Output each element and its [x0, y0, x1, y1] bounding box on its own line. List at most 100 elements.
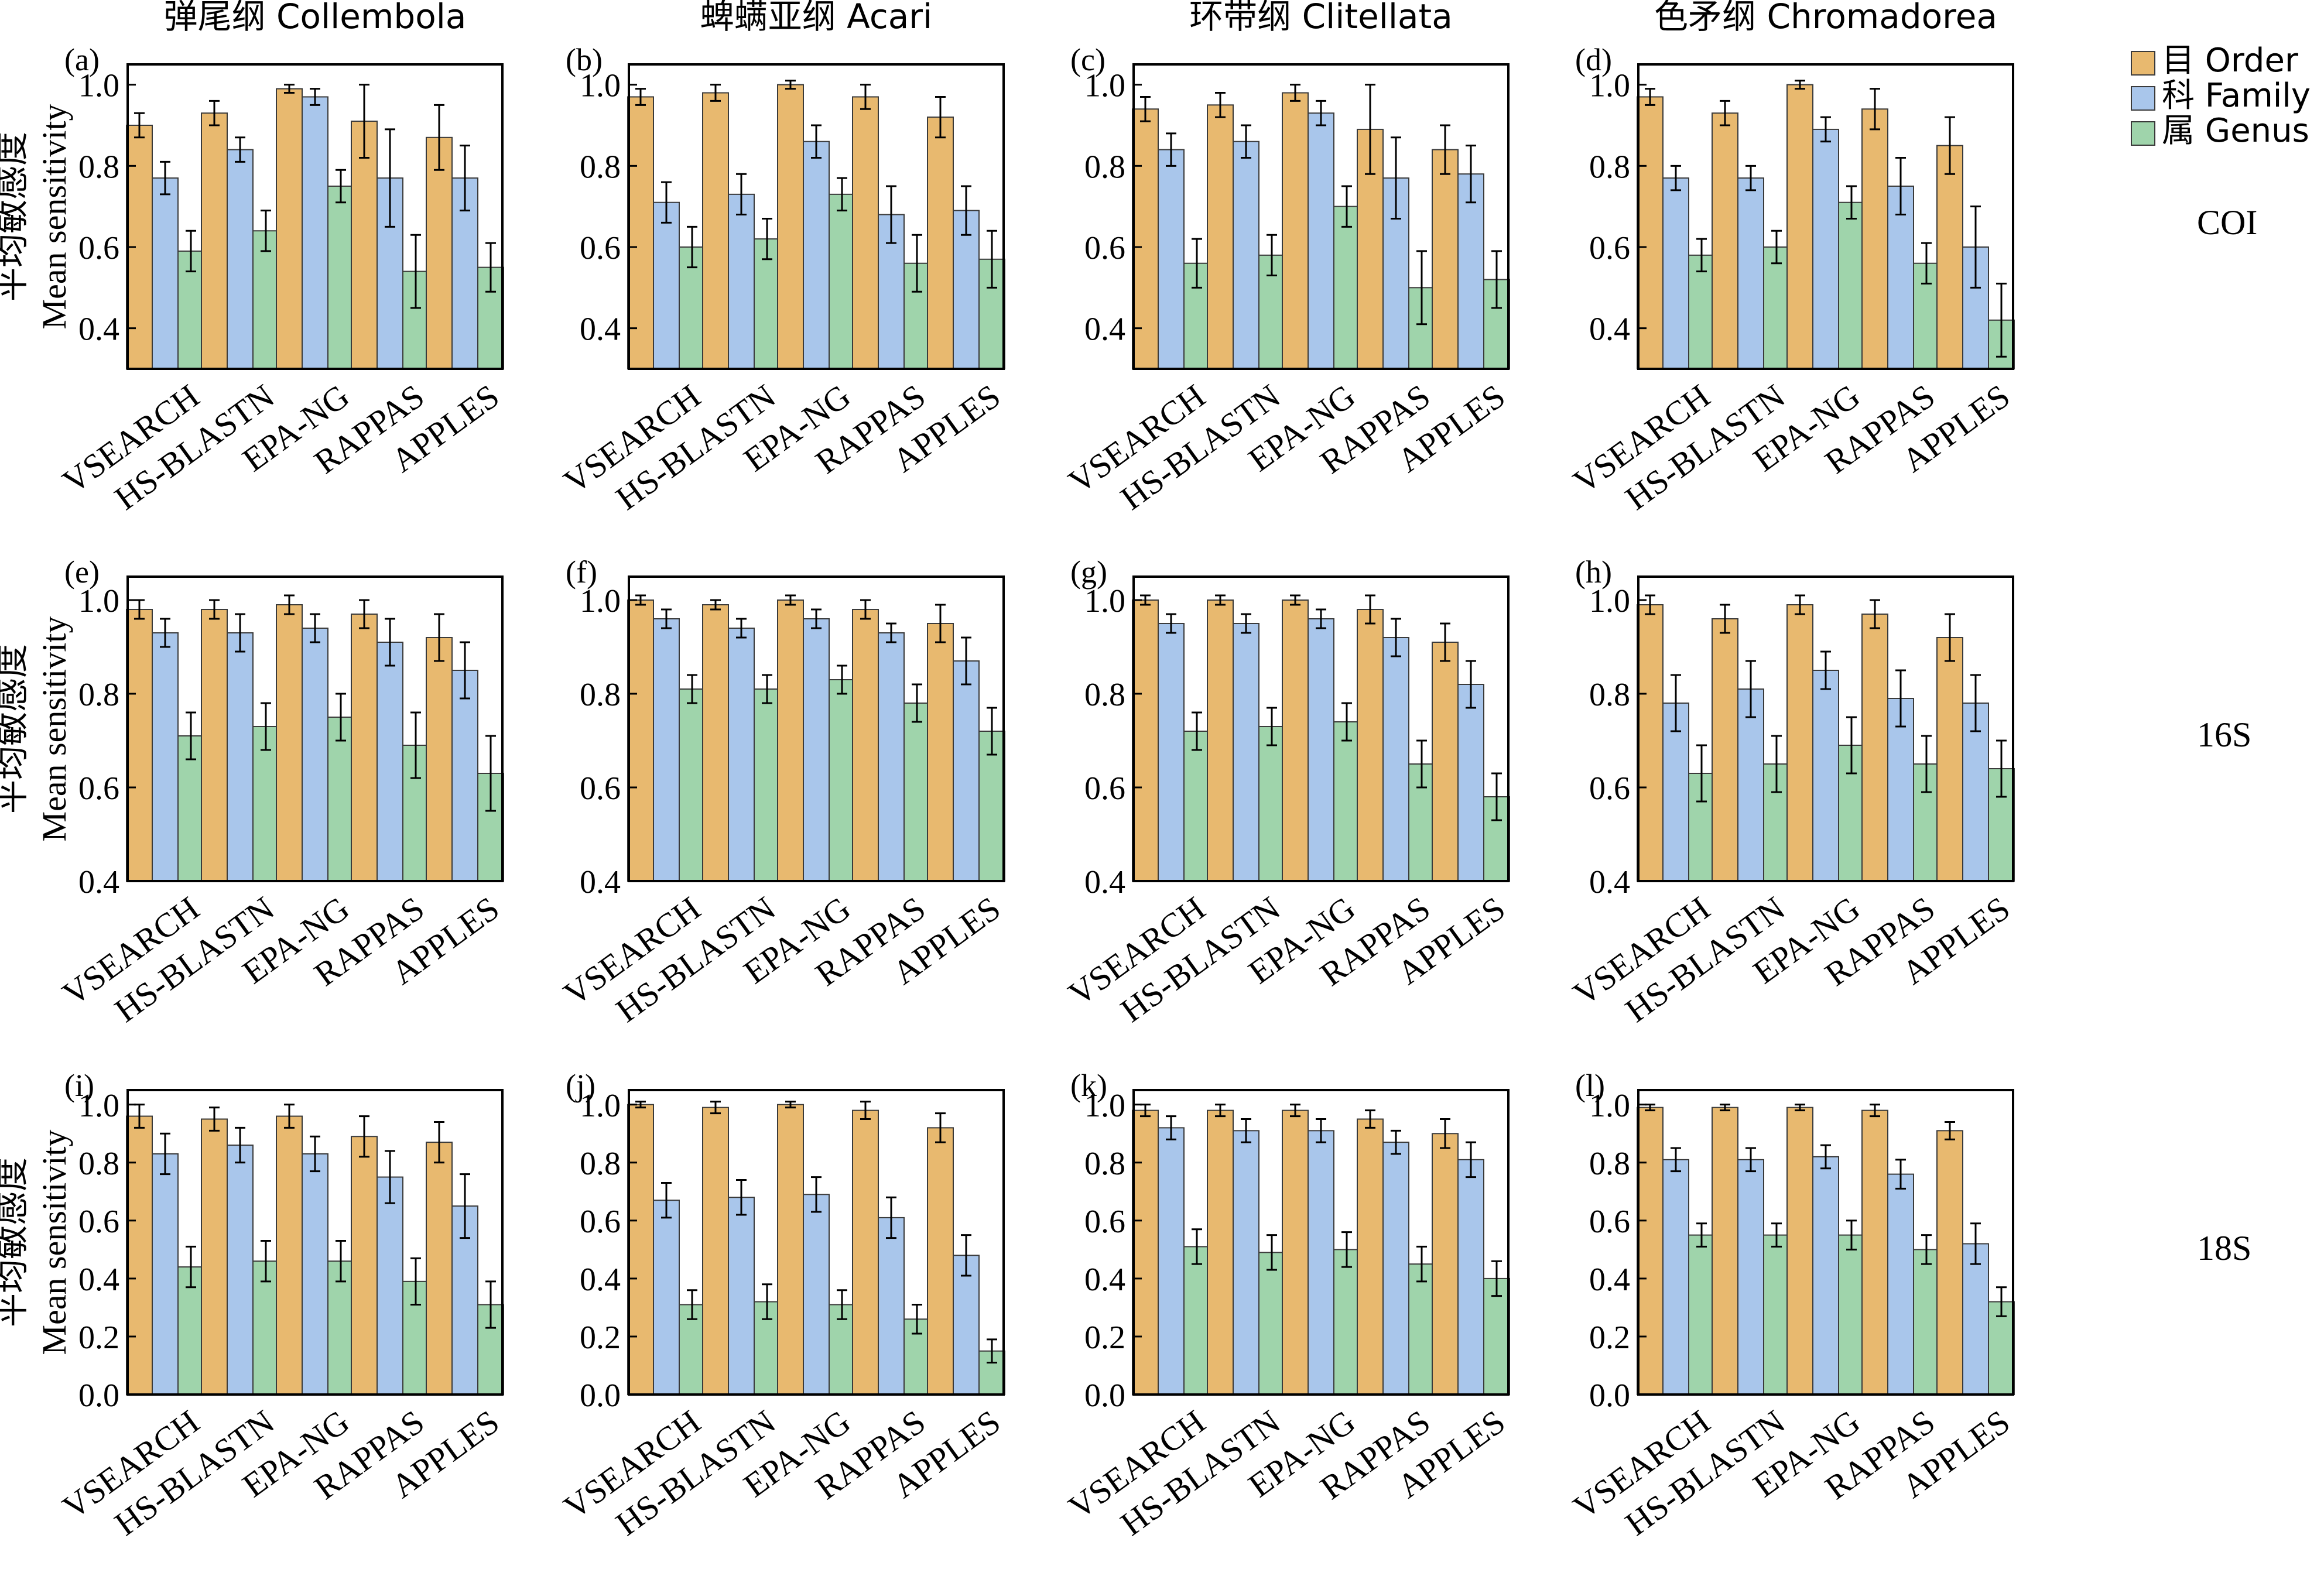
bar	[1183, 731, 1210, 882]
y-tick-label: 0.6	[1589, 770, 1630, 807]
legend-swatch-family	[2131, 86, 2155, 111]
legend-label-family: 科 Family	[2162, 77, 2311, 115]
bar	[1382, 1142, 1409, 1395]
plot-frame	[628, 575, 1005, 882]
bar	[426, 637, 453, 882]
bar	[302, 1153, 328, 1395]
bar	[1786, 1106, 1813, 1395]
y-tick-label: 1.0	[580, 68, 621, 104]
bar	[978, 731, 1005, 882]
bar	[852, 96, 879, 369]
y-axis-label-cn: 平均敏感度	[0, 644, 32, 814]
y-tick-label: 0.8	[78, 1146, 119, 1182]
y-tick-label: 1.0	[78, 1088, 119, 1124]
bar	[1861, 108, 1888, 369]
bar	[276, 88, 303, 369]
bar	[1132, 599, 1159, 882]
bar	[1233, 141, 1259, 369]
bar	[1962, 1243, 1989, 1395]
plot-frame	[126, 575, 504, 882]
bar	[1432, 1133, 1459, 1396]
y-tick-label: 0.6	[78, 1204, 119, 1240]
y-tick-label: 0.4	[78, 1262, 119, 1298]
plot-frame	[126, 63, 504, 370]
bar	[126, 609, 153, 882]
y-tick-label: 0.6	[1589, 1204, 1630, 1240]
bar	[351, 614, 378, 882]
column-title: 蜱螨亚纲 Acari	[700, 0, 933, 36]
y-tick-label: 1.0	[1084, 583, 1125, 619]
bar	[653, 618, 680, 882]
y-axis-label-en: Mean sensitivity	[35, 616, 73, 841]
y-tick-label: 0.0	[1084, 1378, 1125, 1414]
y-tick-label: 0.6	[580, 230, 621, 266]
bar	[1637, 604, 1664, 882]
bar	[653, 1200, 680, 1395]
bar	[702, 92, 729, 370]
bar	[1786, 84, 1813, 370]
bar	[777, 84, 804, 370]
bar	[302, 96, 328, 369]
bar	[728, 628, 755, 882]
plot-frame	[1637, 63, 2014, 370]
bar	[1763, 246, 1790, 369]
plot-frame	[628, 1089, 1005, 1396]
bar	[1712, 1106, 1738, 1395]
bar	[201, 609, 228, 882]
panel-label: (h)	[1575, 554, 1612, 590]
y-tick-label: 1.0	[1589, 1088, 1630, 1124]
bar	[1158, 149, 1185, 369]
bar	[1132, 1109, 1159, 1395]
y-axis-label-en: Mean sensitivity	[35, 104, 73, 329]
row-label: 16S	[2197, 715, 2251, 754]
bar	[1812, 1156, 1839, 1396]
bar	[1887, 186, 1914, 369]
bar	[1308, 618, 1334, 882]
bar	[1737, 177, 1764, 369]
y-tick-label: 0.8	[78, 677, 119, 713]
bar	[1333, 1249, 1360, 1395]
bar	[1308, 1130, 1334, 1396]
bar	[852, 1109, 879, 1395]
bar	[1812, 128, 1839, 370]
bar	[1457, 1159, 1484, 1396]
bar	[1662, 1159, 1689, 1396]
bar	[227, 1145, 254, 1395]
bar	[1132, 108, 1159, 369]
bar	[126, 1115, 153, 1395]
y-tick-label: 0.6	[78, 230, 119, 266]
y-tick-label: 0.4	[1084, 1262, 1125, 1298]
panel-label: (f)	[566, 554, 597, 590]
column-title: 色矛纲 Chromadorea	[1654, 0, 1997, 36]
plot-frame	[1132, 63, 1510, 370]
y-tick-label: 0.8	[580, 1146, 621, 1182]
bar	[201, 112, 228, 369]
bar	[276, 604, 303, 882]
y-tick-label: 0.4	[1084, 311, 1125, 348]
legend-label-order: 目 Order	[2162, 42, 2299, 80]
bar	[878, 1217, 905, 1396]
y-tick-label: 0.4	[78, 864, 119, 900]
bar	[252, 726, 279, 882]
bar	[1282, 92, 1309, 370]
bar	[1207, 599, 1234, 882]
y-tick-label: 0.4	[1084, 864, 1125, 900]
y-tick-label: 0.4	[580, 864, 621, 900]
y-tick-label: 0.2	[1589, 1320, 1630, 1356]
bar	[852, 609, 879, 882]
plot-frame	[628, 63, 1005, 370]
y-tick-label: 1.0	[580, 583, 621, 619]
bar	[878, 632, 905, 882]
y-tick-label: 1.0	[1084, 1088, 1125, 1124]
y-tick-label: 0.2	[580, 1320, 621, 1356]
y-tick-label: 0.4	[1589, 1262, 1630, 1298]
legend-label-genus: 属 Genus	[2162, 112, 2309, 150]
bar	[1838, 1234, 1865, 1396]
bar	[1457, 684, 1484, 882]
bar	[1382, 637, 1409, 882]
bar	[1282, 1109, 1309, 1395]
bar	[1432, 149, 1459, 369]
bar	[1183, 1246, 1210, 1395]
bar	[777, 599, 804, 882]
bar	[1333, 721, 1360, 882]
